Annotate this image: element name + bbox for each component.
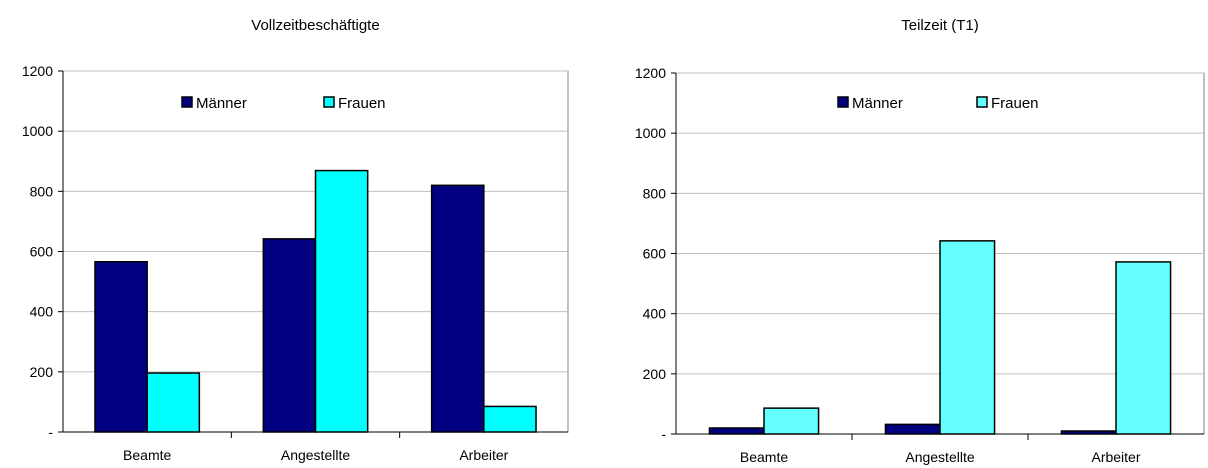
x-tick-label: Beamte [740,449,788,465]
chart-teilzeit: Teilzeit (T1) - 200 400 600 800 1000 1200 Beamte… [604,0,1208,468]
bar-arbeiter-maenner [1060,430,1117,435]
chart-title: Teilzeit (T1) [901,17,979,34]
chart-teilzeit-svg: Teilzeit (T1) - 200 400 600 800 1000 1200 Beamte… [635,17,1205,465]
x-tick-label: Arbeiter [459,447,508,463]
y-tick-label: 1000 [22,123,53,139]
y-tick-label: - [48,424,53,440]
y-tick-label: 1200 [635,65,666,81]
bar-angestellte-maenner [262,238,317,433]
bar-angestellte-frauen [314,169,369,433]
chart-title: Vollzeitbeschäftigte [251,17,379,34]
legend-label-frauen: Frauen [338,95,386,112]
x-tick-label: Angestellte [281,447,350,463]
legend-swatch-maenner [837,96,849,108]
bar-beamte-maenner [94,260,148,433]
bar-beamte-maenner [708,427,765,435]
legend-label-maenner: Männer [852,95,903,112]
bar-arbeiter-maenner [430,184,485,433]
bar-angestellte-maenner [884,423,941,435]
y-tick-label: 400 [30,304,54,320]
y-tick-label: 800 [643,185,667,201]
chart-vollzeit-svg: Vollzeitbeschäftigte - 200 400 600 800 1000 120… [22,17,569,463]
legend-swatch-maenner [181,96,193,108]
bar-arbeiter-frauen [483,405,537,433]
y-tick-label: 400 [643,306,667,322]
y-tick-label: 200 [30,364,54,380]
y-tick-label: 600 [643,246,667,262]
bar-arbeiter-frauen [1115,261,1172,435]
chart-vollzeit: Vollzeitbeschäftigte - 200 400 600 800 1000 120… [22,17,569,463]
x-tick-label: Arbeiter [1091,449,1140,465]
y-tick-label: 1200 [22,63,53,79]
legend-swatch-frauen [323,96,335,108]
bar-angestellte-frauen [939,240,996,435]
y-tick-label: 200 [643,366,667,382]
y-tick-label: 600 [30,244,54,260]
bar-beamte-frauen [146,372,201,433]
x-tick-label: Angestellte [905,449,974,465]
bar-beamte-frauen [763,407,820,435]
y-tick-label: 800 [30,183,54,199]
legend-label-frauen: Frauen [991,95,1039,112]
x-tick-label: Beamte [123,447,171,463]
y-tick-label: 1000 [635,125,666,141]
legend-swatch-frauen [976,96,988,108]
y-tick-label: - [661,426,666,442]
legend-label-maenner: Männer [196,95,247,112]
